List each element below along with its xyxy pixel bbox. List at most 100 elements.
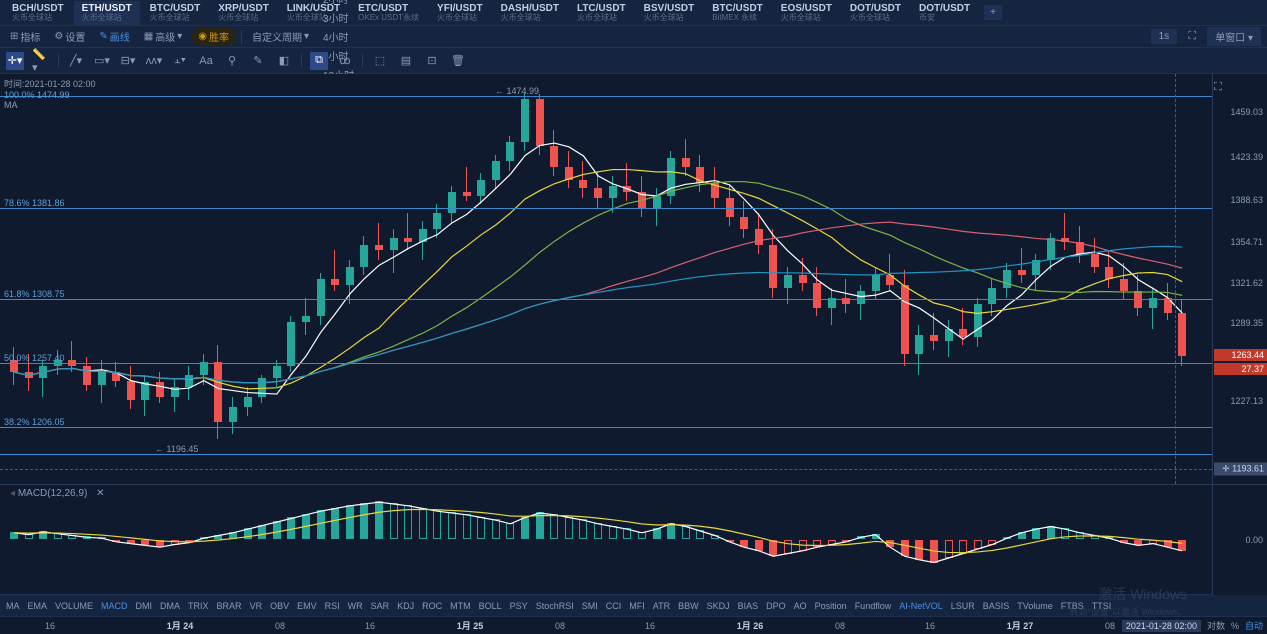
advanced-button[interactable]: ▦ 高级 ▾ (140, 27, 186, 46)
pair-tab-12[interactable]: DOT/USDT火币全球站 (842, 1, 909, 25)
indicator-PSY[interactable]: PSY (510, 601, 528, 611)
fib-label: 50.0% 1257.40 (4, 353, 65, 363)
pct-toggle[interactable]: % (1231, 621, 1239, 631)
indicator-CCI[interactable]: CCI (606, 601, 622, 611)
indicator-KDJ[interactable]: KDJ (397, 601, 414, 611)
pencil-tool-icon[interactable]: ✎ (249, 52, 267, 70)
indicator-SMI[interactable]: SMI (582, 601, 598, 611)
indicator-ATR[interactable]: ATR (653, 601, 670, 611)
indicator-DPO[interactable]: DPO (766, 601, 786, 611)
pair-tab-3[interactable]: XRP/USDT火币全球站 (210, 1, 277, 25)
tool-a-icon[interactable]: ꚙ (336, 52, 354, 70)
indicator-TVolume[interactable]: TVolume (1017, 601, 1053, 611)
indicator-BASIS[interactable]: BASIS (983, 601, 1010, 611)
pattern-tool-icon[interactable]: ᴧᴧ▾ (145, 52, 163, 70)
main-chart[interactable]: 时间:2021-01-28 02:00 100.0% 1474.99 MA ⛶ … (0, 74, 1267, 484)
trend-line-icon[interactable]: ╱▾ (67, 52, 85, 70)
indicator-DMI[interactable]: DMI (136, 601, 153, 611)
text-tool-icon[interactable]: Aa (197, 52, 215, 70)
indicator-OBV[interactable]: OBV (270, 601, 289, 611)
draw-button[interactable]: ✎ 画线 (95, 27, 133, 46)
pair-tab-0[interactable]: BCH/USDT火币全球站 (4, 1, 72, 25)
pair-tab-11[interactable]: EOS/USDT火币全球站 (773, 1, 840, 25)
fib-tool-icon[interactable]: ⫠▾ (171, 52, 189, 70)
indicator-EMV[interactable]: EMV (297, 601, 317, 611)
trash-tool-icon[interactable]: 🗑 (449, 52, 467, 70)
indicator-TRIX[interactable]: TRIX (188, 601, 209, 611)
macd-panel[interactable]: ◂ MACD(12,26,9) ✕ 0.00 (0, 484, 1267, 594)
macd-bar (1120, 540, 1128, 543)
macd-bar (813, 540, 821, 547)
log-toggle[interactable]: 对数 (1207, 619, 1225, 632)
pair-tab-5[interactable]: ETC/USDTOKEx USDT永续 (350, 1, 427, 25)
indicator-BRAR[interactable]: BRAR (217, 601, 242, 611)
settings-button[interactable]: ⚙ 设置 (50, 27, 89, 46)
macd-bar (1076, 532, 1084, 539)
fib-line[interactable] (0, 427, 1212, 428)
indicator-MFI[interactable]: MFI (629, 601, 645, 611)
indicator-BIAS[interactable]: BIAS (738, 601, 759, 611)
fib-line[interactable] (0, 363, 1212, 364)
indicator-VOLUME[interactable]: VOLUME (55, 601, 93, 611)
indicator-Position[interactable]: Position (815, 601, 847, 611)
horiz-line-icon[interactable]: ⊟▾ (119, 52, 137, 70)
macd-bar (653, 528, 661, 539)
rect-tool-icon[interactable]: ▭▾ (93, 52, 111, 70)
indicator-AI-NetVOL[interactable]: AI-NetVOL (899, 601, 943, 611)
macd-bar (419, 508, 427, 540)
fib-line[interactable] (0, 299, 1212, 300)
macd-axis: 0.00 (1212, 485, 1267, 595)
magnet-tool-icon[interactable]: ⧉ (310, 52, 328, 70)
timeframe-4小时[interactable]: 4小时 (319, 27, 358, 46)
indicator-button[interactable]: ⊞ 指标 (6, 27, 44, 46)
indicator-AO[interactable]: AO (794, 601, 807, 611)
macd-bar (609, 526, 617, 540)
macd-bar (200, 537, 208, 539)
indicator-EMA[interactable]: EMA (28, 601, 48, 611)
cursor-tool-icon[interactable]: ✛▾ (6, 52, 24, 70)
pair-tab-6[interactable]: YFI/USDT火币全球站 (429, 1, 491, 25)
pair-tab-2[interactable]: BTC/USDT火币全球站 (142, 1, 209, 25)
indicator-RSI[interactable]: RSI (325, 601, 340, 611)
fullscreen-icon[interactable]: ⛶ (1183, 28, 1201, 46)
macd-close-icon[interactable]: ✕ (96, 488, 104, 499)
timeframe-3小时[interactable]: 3小时 (319, 8, 358, 27)
measure-tool-icon[interactable]: 📏▾ (32, 52, 50, 70)
indicator-MA[interactable]: MA (6, 601, 20, 611)
indicator-SAR[interactable]: SAR (371, 601, 390, 611)
indicator-WR[interactable]: WR (348, 601, 363, 611)
macd-bar (769, 540, 777, 556)
brush-tool-icon[interactable]: ⚲ (223, 52, 241, 70)
indicator-BBW[interactable]: BBW (678, 601, 699, 611)
pair-tab-8[interactable]: LTC/USDT火币全球站 (569, 1, 634, 25)
indicator-ROC[interactable]: ROC (422, 601, 442, 611)
indicator-LSUR[interactable]: LSUR (951, 601, 975, 611)
fib-line[interactable] (0, 208, 1212, 209)
eraser-tool-icon[interactable]: ◧ (275, 52, 293, 70)
indicator-MTM[interactable]: MTM (450, 601, 471, 611)
maximize-icon[interactable]: ⛶ (1209, 78, 1227, 96)
pair-tab-1[interactable]: ETH/USDT火币全球站 (74, 1, 140, 25)
indicator-DMA[interactable]: DMA (160, 601, 180, 611)
timeframe-2小时[interactable]: 2小时 (319, 0, 358, 8)
indicator-MACD[interactable]: MACD (101, 601, 128, 611)
cross-price-label: ✛ 1193.61 (1214, 463, 1267, 476)
tool-c-icon[interactable]: ▤ (397, 52, 415, 70)
pair-tab-13[interactable]: DOT/USDT币安 (911, 1, 978, 25)
view-mode-button[interactable]: 单窗口 ▾ (1207, 27, 1261, 46)
winrate-button[interactable]: ◉ 胜率 (192, 28, 235, 45)
custom-period-button[interactable]: 自定义周期 ▾ (248, 27, 313, 46)
indicator-StochRSI[interactable]: StochRSI (536, 601, 574, 611)
auto-toggle[interactable]: 自动 (1245, 619, 1263, 632)
pair-tab-9[interactable]: BSV/USDT火币全球站 (636, 1, 703, 25)
indicator-BOLL[interactable]: BOLL (479, 601, 502, 611)
pair-tab-7[interactable]: DASH/USDT火币全球站 (493, 1, 567, 25)
tool-b-icon[interactable]: ⬚ (371, 52, 389, 70)
tool-d-icon[interactable]: ⊡ (423, 52, 441, 70)
indicator-SKDJ[interactable]: SKDJ (707, 601, 730, 611)
pair-tab-10[interactable]: BTC/USDTBitMEX 永续 (704, 1, 771, 25)
indicator-VR[interactable]: VR (250, 601, 263, 611)
speed-button[interactable]: 1s (1151, 29, 1178, 44)
indicator-Fundflow[interactable]: Fundflow (855, 601, 892, 611)
add-pair-button[interactable]: + (984, 5, 1002, 20)
